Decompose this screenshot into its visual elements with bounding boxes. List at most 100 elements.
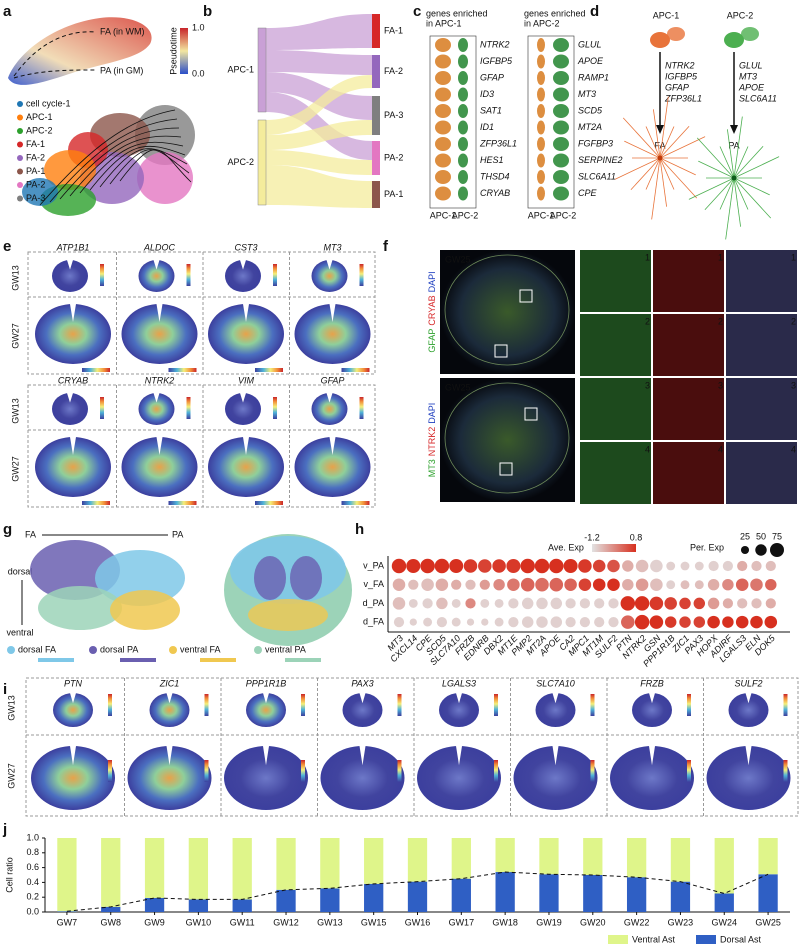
dot	[449, 559, 464, 573]
gene-label: SERPINE2	[578, 155, 623, 165]
violin	[553, 104, 569, 118]
x-tick-label: GW24	[712, 917, 738, 927]
spatial-map	[728, 693, 769, 727]
arrow-head	[656, 125, 664, 134]
dot	[666, 561, 676, 571]
panel-box	[25, 677, 799, 817]
gene-title: MT3	[324, 242, 342, 252]
trend-line	[66, 871, 769, 912]
legend-label: dorsal PA	[100, 644, 138, 654]
spatial-notch	[326, 260, 333, 270]
neuron-process	[696, 137, 735, 179]
sankey-target-label: FA-2	[384, 66, 403, 76]
color-scale	[100, 264, 104, 286]
micrograph-tile	[726, 314, 797, 376]
spot-map	[254, 556, 286, 600]
dot	[507, 578, 520, 591]
bar-segment	[758, 874, 778, 912]
bar-segment	[407, 838, 428, 882]
spatial-notch	[329, 304, 336, 322]
dot	[722, 616, 734, 628]
inset-number: 4	[791, 444, 796, 454]
dot	[707, 597, 720, 610]
dot	[765, 578, 777, 591]
gene-label: GFAP	[665, 82, 689, 92]
bar-segment	[276, 889, 296, 912]
panel-label: j	[2, 821, 7, 838]
dot	[536, 597, 548, 610]
inset-marker	[519, 289, 533, 303]
violin	[458, 87, 468, 102]
bar-segment	[364, 838, 384, 884]
dot	[694, 580, 704, 590]
neuron-process	[719, 177, 735, 210]
legend-swatch	[17, 168, 23, 175]
legend-swatch	[17, 114, 23, 121]
color-scale	[590, 694, 595, 716]
legend-label: cell cycle-1	[26, 98, 71, 108]
dot	[621, 615, 635, 629]
violin	[435, 87, 451, 102]
dot	[436, 597, 448, 610]
violin	[435, 104, 451, 118]
violin-frame	[429, 35, 477, 209]
trajectory-pa	[13, 69, 97, 79]
dot	[521, 597, 534, 610]
dot	[664, 616, 677, 628]
color-scale	[204, 760, 209, 782]
bar-segment	[539, 838, 559, 875]
colorbar-tick-label: -1.2	[584, 532, 600, 542]
stage-label: GW27	[10, 323, 20, 349]
velocity-stream	[109, 149, 190, 185]
panel-label: a	[3, 3, 12, 20]
gene-label: SLC6A11	[739, 93, 777, 103]
legend-swatch	[17, 101, 23, 107]
sankey-flow	[266, 92, 372, 160]
axis-label: FA	[25, 529, 36, 539]
violin	[458, 38, 468, 52]
sankey-node	[257, 119, 267, 206]
inset-marker	[494, 344, 508, 358]
y-tick-label: 1.0	[26, 832, 39, 842]
spot-map	[290, 556, 322, 600]
neuron-process	[659, 157, 675, 190]
dot	[735, 578, 749, 591]
violin	[553, 153, 569, 168]
trajectory-embedding	[8, 17, 152, 85]
sankey-flow	[266, 120, 372, 150]
dot	[478, 559, 492, 573]
legend-swatch	[169, 646, 177, 654]
color-scale	[341, 368, 370, 372]
gene-title: FRZB	[640, 678, 664, 688]
inset-marker	[524, 407, 538, 421]
gene-title: SULF2	[734, 678, 762, 688]
dot	[549, 577, 564, 592]
color-scale	[397, 760, 402, 782]
violin	[435, 137, 451, 151]
spatial-map	[224, 746, 308, 810]
colorbar	[592, 544, 636, 552]
legend-label: dorsal FA	[18, 644, 56, 654]
spatial-map	[121, 304, 198, 364]
violin	[458, 71, 468, 85]
y-axis-title: Cell ratio	[4, 857, 14, 893]
spatial-map	[52, 393, 88, 425]
bar-segment	[188, 899, 209, 912]
spatial-notch	[166, 693, 173, 704]
neuron-process	[733, 116, 743, 179]
neuron-process	[614, 157, 661, 180]
spatial-notch	[156, 437, 163, 455]
color-scale	[100, 397, 104, 419]
group-label: APC-1	[528, 210, 555, 220]
bar-segment	[758, 838, 778, 875]
stain-label: MT3 NTRK2 DAPI	[427, 403, 437, 478]
violin	[537, 137, 545, 151]
violin	[435, 38, 451, 52]
group-label: APC-2	[452, 210, 479, 220]
gene-label: ZFP36L1	[479, 138, 517, 148]
bar-segment	[57, 838, 77, 912]
bar-segment	[714, 893, 734, 912]
dot	[463, 559, 478, 573]
bar-segment	[188, 838, 209, 900]
micrograph-tile	[653, 314, 724, 376]
